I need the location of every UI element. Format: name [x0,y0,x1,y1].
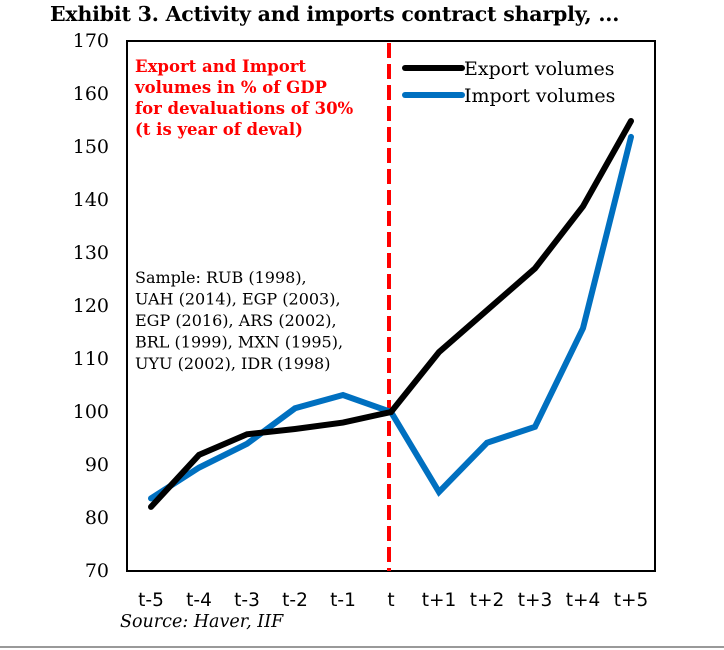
data-point [246,433,248,435]
annotation-description-line: (t is year of deval) [135,120,303,139]
data-point [630,136,632,138]
y-tick-label: 100 [73,401,109,423]
data-point [342,394,344,396]
legend: Export volumes Import volumes [402,58,615,107]
data-point [630,120,632,122]
y-tick-label: 70 [85,560,109,582]
annotation-sample-line: Sample: RUB (1998), [135,268,307,287]
annotation-description-line: for devaluations of 30% [135,99,354,118]
data-point [342,422,344,424]
y-tick-label: 110 [73,348,109,370]
x-tick-label: t-1 [330,590,356,611]
data-point [486,309,488,311]
y-tick-label: 120 [73,295,109,317]
data-point [582,205,584,207]
data-point [246,443,248,445]
x-tick-label: t-5 [138,590,164,611]
y-tick-label: 130 [73,242,109,264]
data-point [534,426,536,428]
data-point [294,428,296,430]
annotations: Export and Import volumes in % of GDP for … [134,57,354,373]
y-tick-label: 150 [73,136,109,158]
annotation-sample-line: BRL (1999), MXN (1995), [135,333,343,352]
x-tick-label: t+5 [614,590,649,611]
data-point [150,506,152,508]
y-tick-label: 80 [85,507,109,529]
y-tick-label: 160 [73,83,109,105]
data-point [534,267,536,269]
x-tick-label: t [387,590,394,611]
legend-label: Import volumes [464,85,615,107]
x-tick-label: t-2 [282,590,308,611]
y-tick-label: 90 [85,454,109,476]
annotation-sample-line: UYU (2002), IDR (1998) [135,354,330,373]
x-tick-label: t-4 [186,590,212,611]
series-layer [148,118,634,510]
data-point [438,491,440,493]
x-axis-ticks: t-5 t-4 t-3 t-2 t-1 t t+1 t+2 t+3 t+4 t+5 [138,590,648,611]
y-tick-label: 140 [73,189,109,211]
annotation-sample-line: EGP (2016), ARS (2002), [135,311,337,330]
x-tick-label: t+3 [518,590,553,611]
data-point [294,407,296,409]
data-point [198,467,200,469]
legend-label: Export volumes [464,58,614,80]
data-point [438,351,440,353]
data-point [198,454,200,456]
data-point [150,497,152,499]
bottom-divider [0,646,724,648]
x-tick-label: t+2 [470,590,505,611]
data-point [582,327,584,329]
x-tick-label: t+1 [422,590,457,611]
annotation-description-line: Export and Import [135,57,306,76]
data-point [486,442,488,444]
y-axis-ticks: 70 80 90 100 110 120 130 140 150 160 170 [73,30,109,582]
annotation-description-line: volumes in % of GDP [134,78,327,97]
y-tick-label: 170 [73,30,109,52]
x-tick-label: t+4 [566,590,601,611]
source-note: Source: Haver, IIF [120,612,284,632]
data-point [390,411,392,413]
annotation-sample-line: UAH (2014), EGP (2003), [135,290,341,309]
chart-title: Exhibit 3. Activity and imports contract… [50,2,620,26]
x-tick-label: t-3 [234,590,260,611]
